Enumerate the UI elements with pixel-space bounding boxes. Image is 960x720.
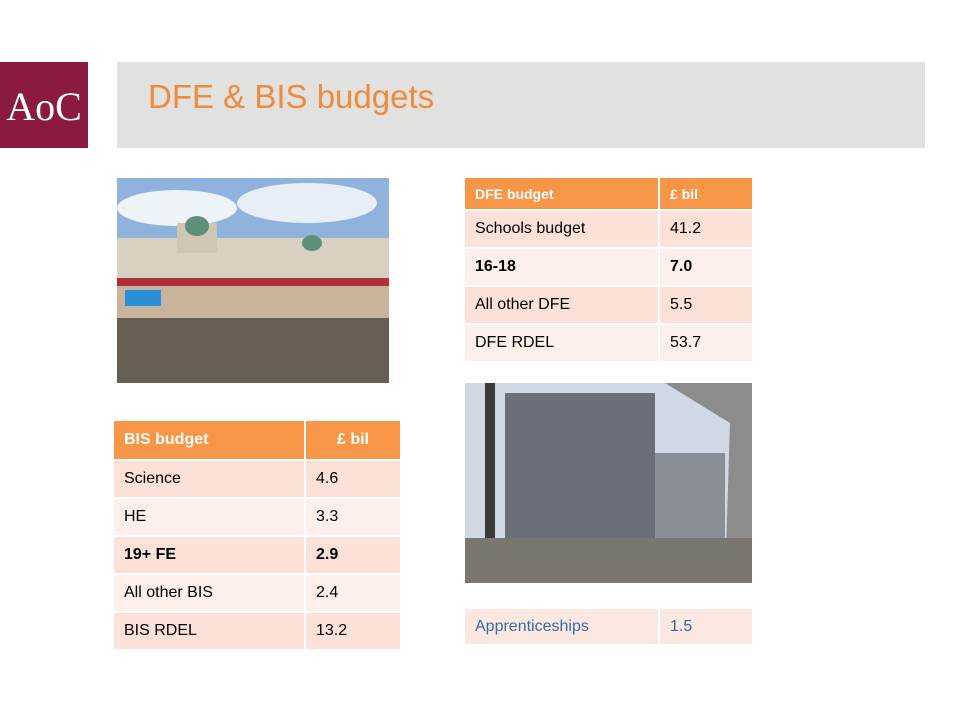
label-cell: Apprenticeships (465, 609, 659, 646)
logo-text: AoC (6, 84, 82, 129)
dfe-table: DFE budget £ bil Schools budget 41.2 16-18 7.… (465, 178, 752, 363)
label-cell: Science (114, 460, 305, 499)
title: DFE & BIS budgets (148, 78, 435, 115)
label-cell: DFE RDEL (465, 324, 659, 363)
photo-horse-guards (117, 178, 389, 383)
row: BIS RDEL 13.2 (114, 612, 400, 651)
label-cell: 16-18 (465, 248, 659, 287)
value-cell: 13.2 (304, 612, 400, 651)
row: All other BIS 2.4 (114, 574, 400, 613)
row: Apprenticeships 1.5 (465, 609, 752, 646)
apprenticeships-table: Apprenticeships 1.5 (465, 609, 752, 646)
value-cell: 4.6 (304, 460, 400, 499)
logo: AoC (0, 62, 88, 148)
value-cell: 5.5 (658, 286, 752, 325)
row: 16-18 7.0 (465, 248, 752, 287)
value-cell: 2.9 (304, 536, 400, 575)
bis-table: BIS budget £ bil Science 4.6 HE 3.3 19+ FE 2.9 A… (114, 421, 400, 651)
header-cell: DFE budget (465, 178, 659, 211)
label-cell: 19+ FE (114, 536, 305, 575)
row: 19+ FE 2.9 (114, 536, 400, 575)
label-cell: Schools budget (465, 210, 659, 249)
value-cell: 41.2 (658, 210, 752, 249)
header-cell: £ bil (304, 421, 400, 461)
label-cell: All other DFE (465, 286, 659, 325)
header-cell: £ bil (658, 178, 752, 211)
value-cell: 2.4 (304, 574, 400, 613)
label-cell: All other BIS (114, 574, 305, 613)
header-row: DFE budget £ bil (465, 178, 752, 211)
header-row: BIS budget £ bil (114, 421, 400, 461)
label-cell: HE (114, 498, 305, 537)
value-cell: 53.7 (658, 324, 752, 363)
header-bar (117, 62, 925, 148)
header-cell: BIS budget (114, 421, 305, 461)
row: Schools budget 41.2 (465, 210, 752, 249)
photo-office (465, 383, 752, 583)
row: Science 4.6 (114, 460, 400, 499)
row: All other DFE 5.5 (465, 286, 752, 325)
value-cell: 3.3 (304, 498, 400, 537)
label-cell: BIS RDEL (114, 612, 305, 651)
row: DFE RDEL 53.7 (465, 324, 752, 363)
value-cell: 1.5 (658, 609, 752, 646)
row: HE 3.3 (114, 498, 400, 537)
value-cell: 7.0 (658, 248, 752, 287)
